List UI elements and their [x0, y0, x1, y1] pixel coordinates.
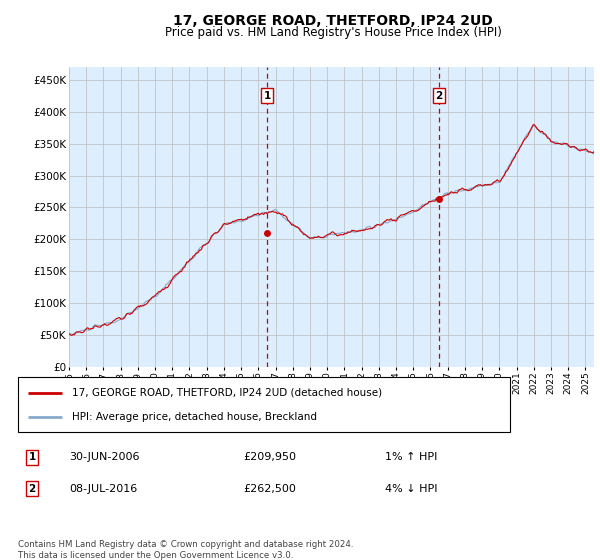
Text: 17, GEORGE ROAD, THETFORD, IP24 2UD (detached house): 17, GEORGE ROAD, THETFORD, IP24 2UD (det…	[72, 388, 382, 398]
Text: £262,500: £262,500	[244, 483, 296, 493]
Text: HPI: Average price, detached house, Breckland: HPI: Average price, detached house, Brec…	[72, 412, 317, 422]
Text: 1% ↑ HPI: 1% ↑ HPI	[385, 452, 437, 462]
Text: 2: 2	[436, 91, 443, 101]
Text: 4% ↓ HPI: 4% ↓ HPI	[385, 483, 437, 493]
Text: 1: 1	[263, 91, 271, 101]
Text: £209,950: £209,950	[244, 452, 296, 462]
Text: Contains HM Land Registry data © Crown copyright and database right 2024.
This d: Contains HM Land Registry data © Crown c…	[18, 540, 353, 560]
Text: Price paid vs. HM Land Registry's House Price Index (HPI): Price paid vs. HM Land Registry's House …	[164, 26, 502, 39]
Text: 1: 1	[28, 452, 36, 462]
Text: 08-JUL-2016: 08-JUL-2016	[69, 483, 137, 493]
Text: 30-JUN-2006: 30-JUN-2006	[69, 452, 139, 462]
Text: 17, GEORGE ROAD, THETFORD, IP24 2UD: 17, GEORGE ROAD, THETFORD, IP24 2UD	[173, 14, 493, 28]
FancyBboxPatch shape	[18, 377, 510, 432]
Text: 2: 2	[28, 483, 36, 493]
